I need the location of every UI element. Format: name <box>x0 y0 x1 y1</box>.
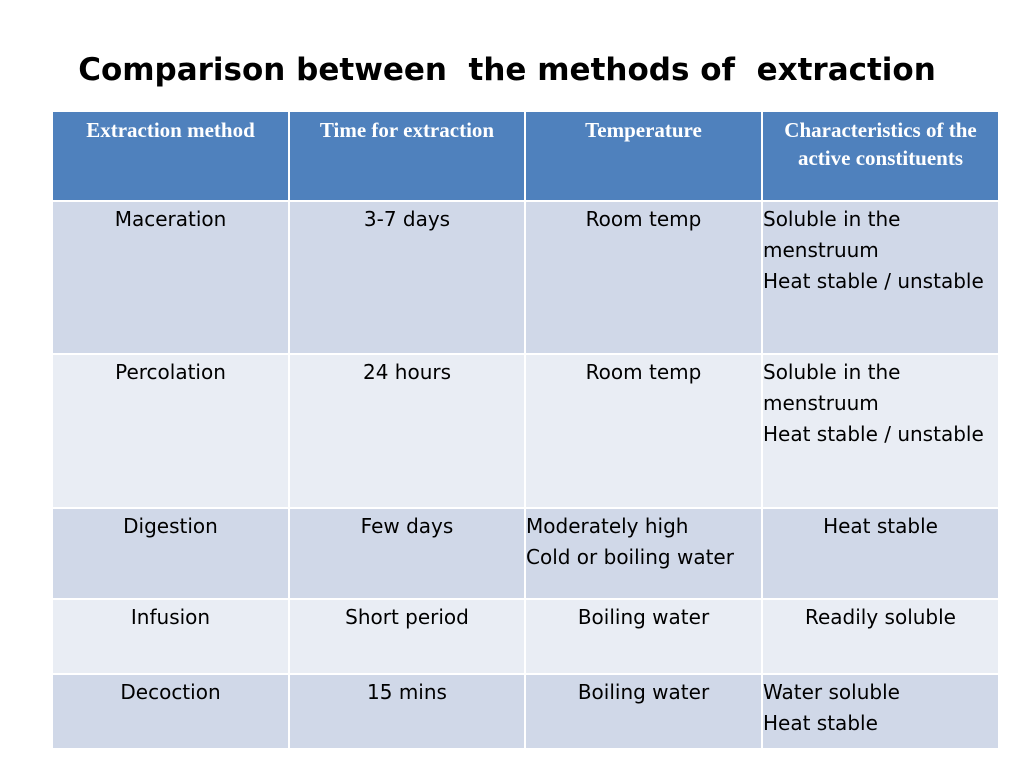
characteristics-line: Heat stable <box>763 711 878 735</box>
cell-time: 3-7 days <box>288 200 526 355</box>
table-row: Infusion Short period Boiling water Read… <box>51 598 1000 675</box>
cell-method: Percolation <box>51 353 290 509</box>
cell-temperature: Room temp <box>524 200 763 355</box>
cell-time: Short period <box>288 598 526 675</box>
cell-temperature: Moderately high Cold or boiling water <box>524 507 763 600</box>
header-temperature: Temperature <box>524 110 763 202</box>
table-row: Percolation 24 hours Room temp Soluble i… <box>51 353 1000 509</box>
slide-title: Comparison between the methods of extrac… <box>78 52 936 88</box>
temperature-line: Room temp <box>585 207 702 231</box>
table-row: Decoction 15 mins Boiling water Water so… <box>51 673 1000 750</box>
temperature-line: Boiling water <box>577 680 710 704</box>
cell-characteristics: Soluble in the menstruum Heat stable / u… <box>761 353 1000 509</box>
characteristics-line: Heat stable <box>823 514 938 538</box>
temperature-line: Room temp <box>585 360 702 384</box>
characteristics-line: Water soluble <box>763 680 900 704</box>
cell-time: 24 hours <box>288 353 526 509</box>
cell-characteristics: Water soluble Heat stable <box>761 673 1000 750</box>
temperature-line: Cold or boiling water <box>526 545 734 569</box>
cell-method: Decoction <box>51 673 290 750</box>
table-row: Maceration 3-7 days Room temp Soluble in… <box>51 200 1000 355</box>
characteristics-line: Soluble in the menstruum <box>763 207 901 262</box>
comparison-table: Extraction method Time for extraction Te… <box>51 110 1000 750</box>
cell-method: Digestion <box>51 507 290 600</box>
characteristics-line: Soluble in the menstruum <box>763 360 901 415</box>
header-characteristics: Characteristics of the active constituen… <box>761 110 1000 202</box>
temperature-line: Moderately high <box>526 514 689 538</box>
characteristics-line: Heat stable / unstable <box>763 422 984 446</box>
cell-characteristics: Readily soluble <box>761 598 1000 675</box>
cell-method: Infusion <box>51 598 290 675</box>
characteristics-line: Readily soluble <box>804 605 956 629</box>
cell-characteristics: Heat stable <box>761 507 1000 600</box>
table-row: Digestion Few days Moderately high Cold … <box>51 507 1000 600</box>
cell-temperature: Room temp <box>524 353 763 509</box>
cell-time: Few days <box>288 507 526 600</box>
table-header-row: Extraction method Time for extraction Te… <box>51 110 1000 202</box>
cell-temperature: Boiling water <box>524 598 763 675</box>
header-time-for-extraction: Time for extraction <box>288 110 526 202</box>
cell-characteristics: Soluble in the menstruum Heat stable / u… <box>761 200 1000 355</box>
cell-method: Maceration <box>51 200 290 355</box>
cell-time: 15 mins <box>288 673 526 750</box>
characteristics-line: Heat stable / unstable <box>763 269 984 293</box>
cell-temperature: Boiling water <box>524 673 763 750</box>
header-extraction-method: Extraction method <box>51 110 290 202</box>
temperature-line: Boiling water <box>577 605 710 629</box>
